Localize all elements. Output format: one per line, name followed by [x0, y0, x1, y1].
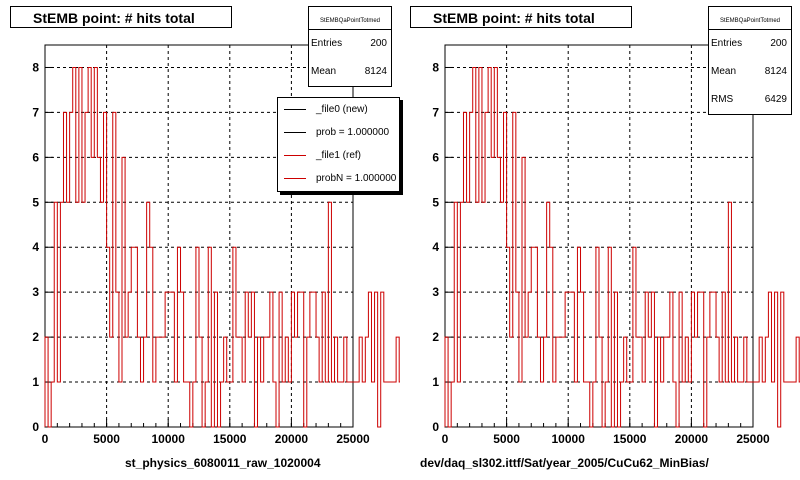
- histogram-title: StEMB point: # hits total: [10, 6, 232, 28]
- legend-box: _file0 (new) prob = 1.000000 _file1 (ref…: [277, 97, 400, 192]
- x-tick-label: 15000: [613, 432, 647, 446]
- x-tick-label: 25000: [336, 432, 370, 446]
- stats-row-mean: Mean 8124: [711, 66, 787, 77]
- y-tick-label: 8: [432, 60, 439, 74]
- y-tick-label: 2: [32, 330, 39, 344]
- legend-entry: probN = 1.000000: [278, 167, 399, 190]
- x-tick-label: 5000: [93, 432, 120, 446]
- stats-box: StEMBQaPointTotmed Entries 200 Mean 8124 R…: [708, 6, 792, 115]
- plot-svg-right: 0 5000 10000 15000 20000 25000 0 1 2 3 4 5 6 7 8: [432, 44, 800, 446]
- x-tick-label: 20000: [275, 432, 309, 446]
- x-tick-label: 5000: [493, 432, 520, 446]
- histogram-series: [44, 66, 400, 428]
- y-tick-label: 7: [432, 105, 439, 119]
- y-tick-label: 3: [432, 285, 439, 299]
- stats-row-mean: Mean 8124: [311, 66, 387, 77]
- legend-entry: _file1 (ref): [278, 144, 399, 167]
- y-tick-label: 2: [432, 330, 439, 344]
- y-tick-label: 1: [432, 375, 439, 389]
- stats-name: StEMBQaPointTotmed: [709, 7, 791, 30]
- y-tick-label: 1: [32, 375, 39, 389]
- histogram-pad-right: 0 5000 10000 15000 20000 25000 0 1 2 3 4 5 6 7 8 StEMB…: [400, 0, 800, 480]
- y-tick-label: 5: [32, 195, 39, 209]
- y-tick-label: 0: [432, 420, 439, 434]
- x-tick-label: 25000: [736, 432, 770, 446]
- y-tick-label: 8: [32, 60, 39, 74]
- x-tick-label: 20000: [675, 432, 709, 446]
- y-tick-label: 3: [32, 285, 39, 299]
- stats-row-entries: Entries 200: [711, 38, 787, 49]
- x-tick-label: 15000: [213, 432, 247, 446]
- stats-row-entries: Entries 200: [311, 38, 387, 49]
- y-tick-label: 5: [432, 195, 439, 209]
- plot-frame: [444, 44, 754, 428]
- x-tick-label: 10000: [552, 432, 586, 446]
- histogram-pad-left: 0 5000 10000 15000 20000 25000 0 1 2 3 4 5 6 7 8 StEMB…: [10, 6, 400, 470]
- y-tick-label: 6: [432, 150, 439, 164]
- y-tick-label: 6: [32, 150, 39, 164]
- y-tick-label: 7: [32, 105, 39, 119]
- x-tick-label: 10000: [152, 432, 186, 446]
- stats-row-rms: RMS 6429: [711, 94, 787, 105]
- histogram-series: [444, 66, 800, 428]
- x-tick-label: 0: [42, 432, 49, 446]
- y-tick-label: 4: [432, 240, 439, 254]
- stats-box: StEMBQaPointTotmed Entries 200 Mean 8124: [308, 6, 392, 87]
- legend-entry: prob = 1.000000: [278, 121, 399, 144]
- y-tick-label: 4: [32, 240, 39, 254]
- legend-entry: _file0 (new): [278, 98, 399, 121]
- x-axis-caption: st_physics_6080011_raw_1020004: [125, 456, 321, 470]
- y-tick-label: 0: [32, 420, 39, 434]
- x-tick-label: 0: [442, 432, 449, 446]
- stats-name: StEMBQaPointTotmed: [309, 7, 391, 30]
- x-axis-caption: dev/daq_sl302.ittf/Sat/year_2005/CuCu62_…: [420, 456, 709, 470]
- histogram-title: StEMB point: # hits total: [410, 6, 632, 28]
